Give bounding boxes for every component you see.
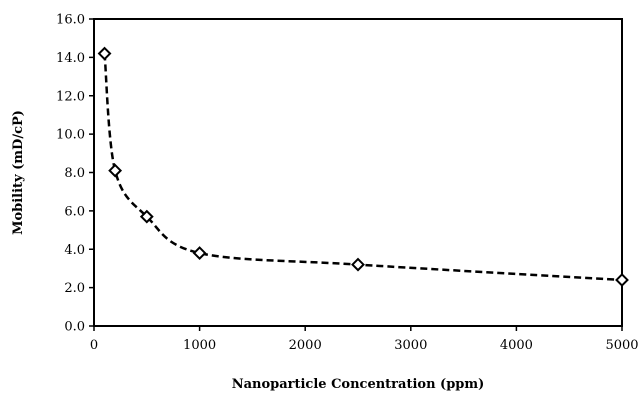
y-tick-label: 2.0 xyxy=(64,281,85,296)
trendline xyxy=(103,53,623,282)
data-points xyxy=(97,46,629,287)
data-point-marker xyxy=(97,46,112,61)
data-point-marker xyxy=(139,209,154,224)
y-tick-label: 12.0 xyxy=(56,89,85,104)
x-axis-title: Nanoparticle Concentration (ppm) xyxy=(232,377,485,392)
x-tick-label: 0 xyxy=(90,338,98,353)
plot-area xyxy=(93,18,623,327)
y-tick-label: 14.0 xyxy=(56,51,85,66)
data-point-marker xyxy=(351,257,365,272)
x-tick-label: 4000 xyxy=(500,338,533,353)
y-axis-ticks: 0.0 2.0 4.0 6.0 8.0 10.0 12.0 14.0 16.0 xyxy=(56,13,94,335)
data-point-marker xyxy=(108,163,123,178)
data-point-marker xyxy=(615,273,629,287)
y-tick-label: 4.0 xyxy=(64,243,85,258)
x-tick-label: 5000 xyxy=(605,338,638,353)
y-axis-title: Mobility (mD/cP) xyxy=(11,110,26,235)
y-tick-label: 16.0 xyxy=(56,13,85,28)
y-tick-label: 8.0 xyxy=(64,166,85,181)
x-tick-label: 3000 xyxy=(394,338,427,353)
y-tick-label: 0.0 xyxy=(64,320,85,335)
y-tick-label: 10.0 xyxy=(56,128,85,143)
x-tick-label: 2000 xyxy=(289,338,322,353)
y-tick-label: 6.0 xyxy=(64,204,85,219)
x-axis-ticks: 0 1000 2000 3000 4000 5000 xyxy=(90,326,639,353)
x-tick-label: 1000 xyxy=(183,338,216,353)
data-point-marker xyxy=(192,246,207,261)
